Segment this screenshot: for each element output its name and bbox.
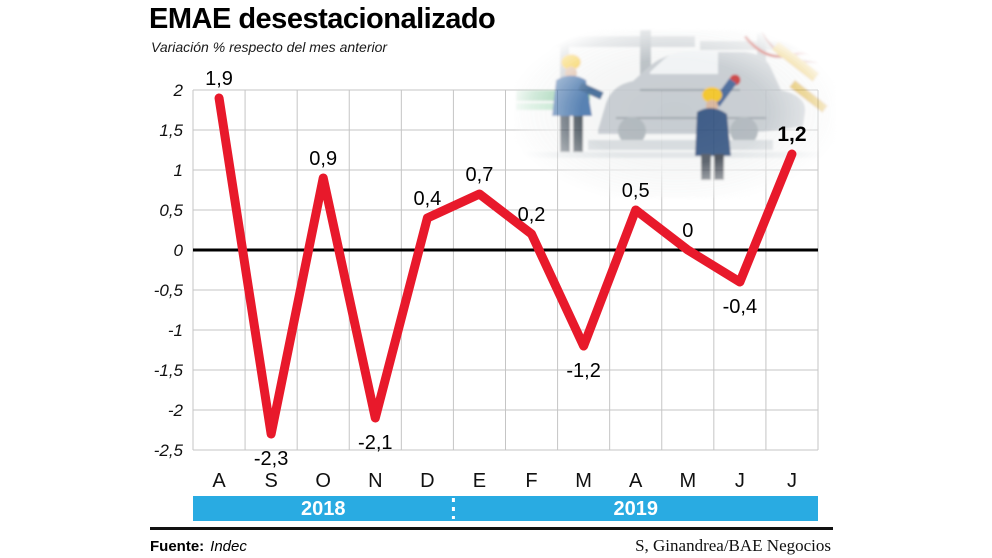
data-point-label: -2,3 <box>254 448 288 470</box>
source-label: Fuente: <box>150 538 205 555</box>
green-conveyor <box>516 90 590 101</box>
month-label: A <box>629 470 643 492</box>
month-label: M <box>679 470 696 492</box>
month-label: A <box>212 470 226 492</box>
chart-subtitle: Variación % respecto del mes anterior <box>151 39 388 55</box>
y-tick-label: 0 <box>174 241 184 260</box>
month-label: F <box>525 470 537 492</box>
worker-arm <box>578 82 604 100</box>
floor-rail <box>520 152 820 158</box>
y-tick-label: 1 <box>174 161 183 180</box>
assembly-platform <box>588 140 773 150</box>
data-point-label: 1,2 <box>777 123 806 146</box>
green-conveyor <box>516 103 582 110</box>
data-point-label: -0,4 <box>723 296 757 318</box>
year-label: 2019 <box>613 498 658 520</box>
emae-data-line <box>214 93 797 439</box>
car-body-shell <box>598 52 806 134</box>
data-point-label: 0 <box>682 220 693 242</box>
series-layer: 1,9 -2,3 0,9 -2,1 0,4 0,7 0,2 -1,2 0,5 0 -0,4 1,2 <box>205 68 806 470</box>
y-tick-label: -0,5 <box>154 281 184 300</box>
data-point-label: -1,2 <box>566 360 600 382</box>
worker-torso <box>552 75 592 116</box>
year-band <box>193 496 818 521</box>
data-point-label: -2,1 <box>358 432 392 454</box>
data-point-label: 0,7 <box>466 164 494 186</box>
month-label: E <box>473 470 486 492</box>
worker-torso <box>695 107 731 156</box>
month-label: J <box>735 470 745 492</box>
credit-text: S, Ginandrea/BAE Negocios <box>635 536 831 555</box>
source-group: Fuente: Indec <box>150 538 247 555</box>
year-band-layer: 2018 2019 <box>193 496 818 521</box>
month-label: D <box>420 470 434 492</box>
worker-leg <box>701 154 711 180</box>
y-tick-label: -2 <box>168 401 184 420</box>
y-tick-label: 0,5 <box>159 201 183 220</box>
footer-divider <box>150 527 833 530</box>
wheel-arch <box>730 117 758 145</box>
y-tick-label: 2 <box>173 81 184 100</box>
source-value: Indec <box>210 538 247 555</box>
page-title: EMAE desestacionalizado <box>149 3 496 35</box>
overhead-beam <box>535 36 695 47</box>
month-label: J <box>787 470 797 492</box>
worker-leg <box>573 116 583 152</box>
month-label: M <box>575 470 592 492</box>
year-label: 2018 <box>301 498 346 520</box>
data-point-label: 0,2 <box>518 204 546 226</box>
y-tick-label: 1,5 <box>159 121 183 140</box>
yellow-crane-arm <box>771 41 820 82</box>
month-label: N <box>368 470 382 492</box>
footer: Fuente: Indec S, Ginandrea/BAE Negocios <box>150 536 831 556</box>
data-point-label: 1,9 <box>205 68 233 90</box>
month-label: S <box>264 470 277 492</box>
data-point-label: 0,4 <box>413 188 441 210</box>
data-point-label: 0,5 <box>622 180 650 202</box>
axis-labels-layer: 2 1,5 1 0,5 0 -0,5 -1 -1,5 -2 -2,5 A S O N D E F M A M J J <box>154 81 797 492</box>
wheel-arch <box>618 117 646 145</box>
yellow-crane-arm <box>789 79 829 113</box>
worker-helmet <box>561 54 581 70</box>
worker-helmet <box>702 87 722 103</box>
data-point-label: 0,9 <box>309 148 337 170</box>
y-tick-label: -2,5 <box>154 441 184 460</box>
worker-leg <box>714 154 724 180</box>
worker-leg <box>560 116 570 152</box>
car-window-opening <box>650 51 718 74</box>
y-tick-label: -1,5 <box>154 361 184 380</box>
month-label: O <box>315 470 331 492</box>
y-tick-label: -1 <box>168 321 183 340</box>
